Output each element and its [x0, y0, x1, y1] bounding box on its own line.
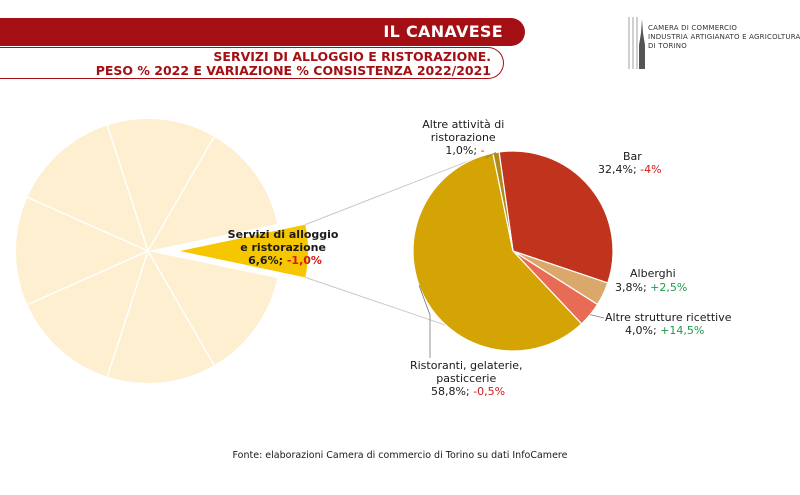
banner-title: IL CANAVESE	[383, 22, 503, 41]
label-ristoranti: Ristoranti, gelaterie, pasticcerie 58,8%…	[410, 359, 526, 398]
logo-text: CAMERA DI COMMERCIO INDUSTRIA ARTIGIANAT…	[648, 24, 800, 51]
label-altre-attivita-share: 1,0%;	[445, 144, 477, 157]
label-ristoranti-name-1: Ristoranti, gelaterie,	[410, 359, 523, 372]
main-highlight-label: Servizi di alloggio e ristorazione 6,6%;…	[228, 228, 343, 267]
label-altre-attivita-name-2: ristorazione	[431, 131, 496, 144]
label-ristoranti-share: 58,8%;	[431, 385, 470, 398]
connector-bottom	[305, 276, 447, 326]
title-banner: IL CANAVESE	[0, 18, 525, 46]
label-alberghi-share: 3,8%;	[615, 281, 647, 294]
label-alberghi: Alberghi 3,8%; +2,5%	[615, 267, 687, 294]
leader-altre-strutture	[590, 314, 605, 319]
main-slice-divider	[27, 196, 149, 252]
label-bar-name: Bar	[623, 150, 642, 163]
main-slice-divider	[106, 125, 149, 252]
leader-lines	[418, 152, 605, 358]
main-slice-divider	[106, 250, 149, 377]
label-altre-strutture-share: 4,0%;	[625, 324, 657, 337]
label-bar-change: -4%	[640, 163, 661, 176]
chart-subtitle: SERVIZI DI ALLOGGIO E RISTORAZIONE. PESO…	[96, 50, 491, 78]
label-altre-attivita: Altre attività di ristorazione 1,0%; -	[422, 118, 508, 157]
label-ristoranti-change: -0,5%	[473, 385, 505, 398]
label-alberghi-change: +2,5%	[650, 281, 687, 294]
connector-top	[305, 157, 476, 226]
main-slice-divider	[147, 136, 215, 252]
main-slice-divider	[147, 250, 215, 366]
detail-slice-0	[498, 150, 614, 284]
label-ristoranti-name-2: pasticcerie	[436, 372, 496, 385]
main-highlight-label-line-2: e ristorazione	[240, 241, 326, 254]
main-slice-divider	[27, 250, 149, 306]
label-altre-attivita-name-1: Altre attività di	[422, 118, 504, 131]
label-bar-share: 32,4%;	[598, 163, 637, 176]
label-altre-strutture-change: +14,5%	[660, 324, 704, 337]
label-alberghi-name: Alberghi	[630, 267, 676, 280]
leader-altre-attivita	[484, 152, 497, 159]
label-altre-strutture: Altre strutture ricettive 4,0%; +14,5%	[605, 311, 735, 337]
detail-pie	[412, 150, 614, 352]
leader-ristoranti	[418, 285, 431, 358]
main-highlight-change: -1,0%	[287, 254, 322, 267]
source-note: Fonte: elaborazioni Camera di commercio …	[232, 450, 568, 461]
subtitle-line-1: SERVIZI DI ALLOGGIO E RISTORAZIONE.	[213, 49, 491, 64]
connector-lines	[305, 157, 476, 326]
chamber-logo-icon	[628, 17, 645, 69]
logo-line-3: DI TORINO	[648, 42, 687, 50]
subtitle-line-2: PESO % 2022 E VARIAZIONE % CONSISTENZA 2…	[95, 63, 491, 78]
label-altre-strutture-name: Altre strutture ricettive	[605, 311, 732, 324]
main-highlight-label-line-1: Servizi di alloggio	[228, 228, 339, 241]
main-slice-highlight	[180, 224, 309, 278]
main-highlight-share: 6,6%;	[248, 254, 283, 267]
label-altre-attivita-change: -	[481, 144, 485, 157]
main-pie	[15, 119, 309, 384]
logo-line-1: CAMERA DI COMMERCIO	[648, 24, 738, 32]
logo-line-2: INDUSTRIA ARTIGIANATO E AGRICOLTURA	[648, 33, 800, 41]
subtitle-box: SERVIZI DI ALLOGGIO E RISTORAZIONE. PESO…	[0, 47, 504, 79]
detail-slice-3	[412, 152, 583, 352]
label-bar: Bar 32,4%; -4%	[598, 150, 662, 176]
